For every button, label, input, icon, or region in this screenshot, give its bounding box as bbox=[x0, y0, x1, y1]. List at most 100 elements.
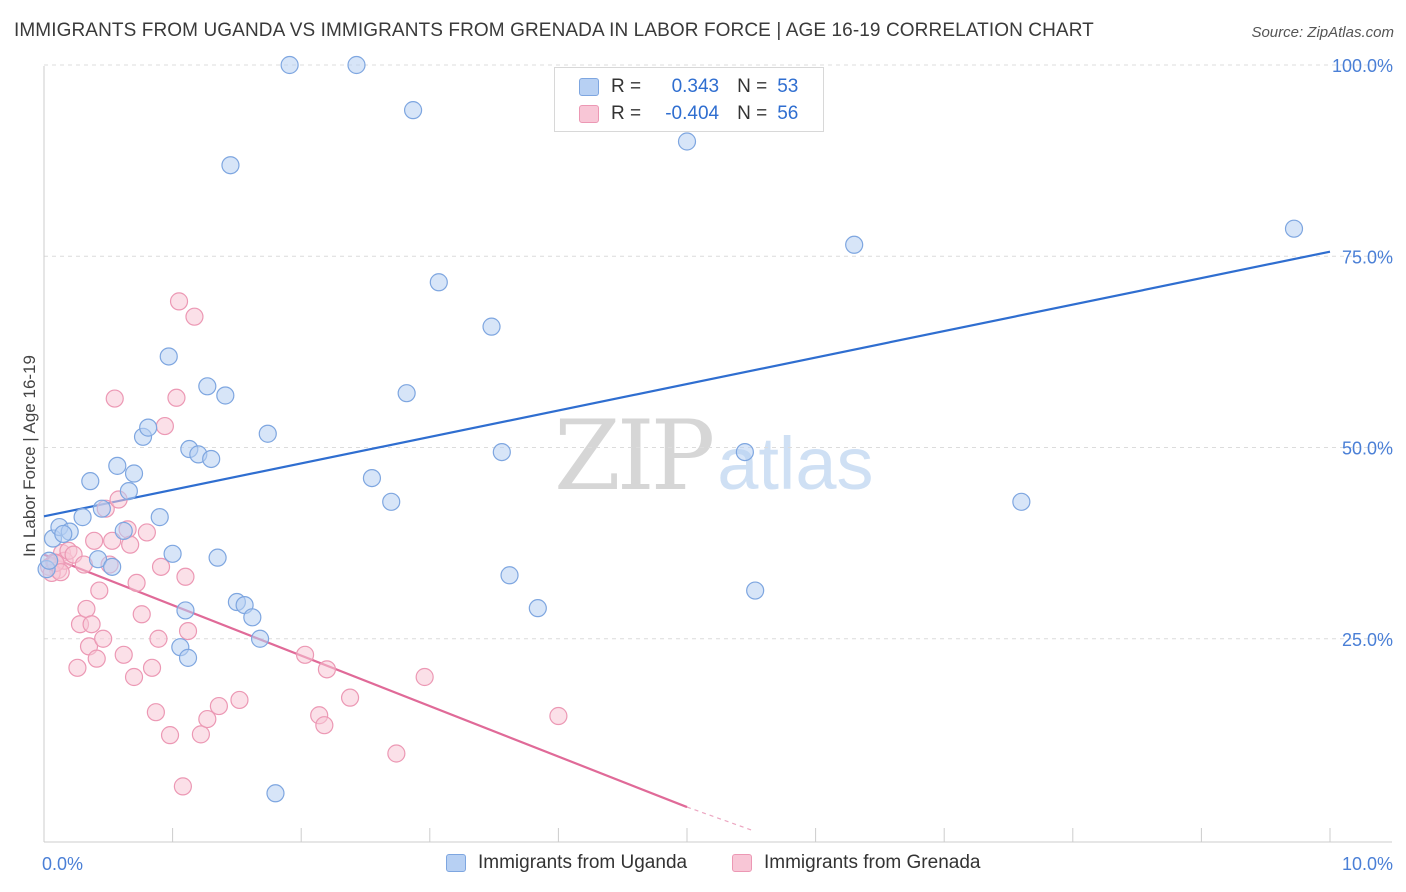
grenada-legend-icon bbox=[732, 854, 752, 872]
uganda-point bbox=[92, 499, 111, 518]
uganda-point bbox=[403, 101, 423, 120]
uganda-point bbox=[114, 521, 133, 540]
grenada-point bbox=[160, 726, 180, 745]
uganda-point bbox=[81, 472, 100, 491]
legend-n-label: N = bbox=[737, 76, 768, 97]
legend-label-grenada: Immigrants from Grenada bbox=[764, 852, 981, 873]
grenada-point bbox=[415, 667, 434, 687]
grenada-point bbox=[142, 658, 162, 677]
uganda-point bbox=[1012, 492, 1031, 511]
grenada-point bbox=[549, 706, 568, 726]
uganda-point bbox=[208, 548, 227, 567]
grenada-point bbox=[132, 605, 151, 624]
uganda-point bbox=[40, 551, 59, 570]
grenada-point bbox=[191, 725, 210, 744]
uganda-point bbox=[124, 464, 144, 483]
grenada-trend-extension bbox=[686, 806, 752, 831]
grenada-point bbox=[295, 645, 315, 664]
grenada-point bbox=[90, 581, 109, 600]
data-points bbox=[37, 55, 1304, 803]
grenada-point bbox=[340, 688, 360, 707]
grenada-n-value: 56 bbox=[777, 103, 799, 124]
grenada-r-value: -0.404 bbox=[665, 103, 720, 124]
uganda-point bbox=[250, 629, 270, 648]
legend-r-label: R = bbox=[611, 76, 642, 97]
grenada-point bbox=[82, 615, 101, 634]
uganda-point bbox=[198, 377, 217, 396]
uganda-point bbox=[103, 557, 122, 576]
grenada-point bbox=[103, 531, 122, 550]
x-tick-label: 0.0% bbox=[42, 854, 83, 874]
grenada-point bbox=[87, 649, 106, 668]
y-tick-label: 50.0% bbox=[1342, 439, 1393, 459]
uganda-r-value: 0.343 bbox=[671, 76, 720, 97]
grenada-point bbox=[146, 703, 165, 722]
legend-n-label: N = bbox=[737, 103, 768, 124]
uganda-point bbox=[735, 442, 754, 462]
stats-legend: R = 0.343 N = 53 R = -0.404 N = 56 bbox=[554, 67, 824, 132]
grenada-point bbox=[173, 777, 192, 796]
grenada-point bbox=[105, 389, 124, 408]
grenada-point bbox=[77, 599, 96, 619]
uganda-point bbox=[73, 508, 92, 527]
uganda-legend-icon bbox=[446, 854, 466, 872]
grenada-point bbox=[85, 531, 104, 550]
x-tick-label: 10.0% bbox=[1342, 854, 1393, 874]
legend-r-label: R = bbox=[611, 103, 642, 124]
uganda-point bbox=[500, 566, 519, 585]
uganda-n-value: 53 bbox=[777, 76, 799, 97]
source-label: Source: ZipAtlas.com bbox=[1251, 24, 1394, 41]
uganda-point bbox=[528, 599, 547, 618]
y-tick-label: 75.0% bbox=[1342, 247, 1393, 267]
grenada-point bbox=[151, 557, 171, 576]
uganda-point bbox=[1284, 219, 1304, 238]
uganda-point bbox=[362, 469, 382, 488]
uganda-point bbox=[119, 482, 138, 501]
uganda-point bbox=[266, 784, 285, 803]
grenada-point bbox=[137, 523, 156, 542]
chart-title: IMMIGRANTS FROM UGANDA VS IMMIGRANTS FRO… bbox=[14, 20, 1094, 41]
axes bbox=[43, 66, 1392, 843]
uganda-point bbox=[746, 581, 765, 600]
grenada-point bbox=[230, 690, 249, 710]
uganda-point bbox=[429, 273, 448, 292]
uganda-point bbox=[159, 347, 178, 366]
grenada-point bbox=[315, 716, 334, 735]
grenada-point bbox=[127, 573, 146, 593]
grenada-point bbox=[169, 292, 189, 311]
grenada-point bbox=[149, 629, 168, 648]
uganda-point bbox=[163, 544, 182, 563]
grenada-point bbox=[178, 621, 198, 641]
uganda-point bbox=[382, 492, 401, 511]
legend-label-uganda: Immigrants from Uganda bbox=[478, 852, 688, 873]
uganda-point bbox=[347, 55, 366, 75]
uganda-point bbox=[845, 235, 864, 254]
y-tick-label: 100.0% bbox=[1332, 56, 1393, 76]
uganda-point bbox=[108, 456, 127, 475]
grenada-trend-line bbox=[43, 553, 688, 809]
grenada-point bbox=[94, 629, 113, 648]
uganda-swatch-icon bbox=[579, 78, 599, 96]
grid-lines bbox=[44, 64, 1392, 640]
legend-item-grenada: Immigrants from Grenada bbox=[732, 852, 980, 874]
uganda-point bbox=[243, 608, 262, 627]
tick-labels: 25.0% 50.0% 75.0% 100.0% 0.0% 10.0% bbox=[42, 56, 1393, 874]
grenada-point bbox=[185, 307, 204, 326]
uganda-point bbox=[397, 384, 416, 403]
grenada-point bbox=[124, 667, 144, 687]
uganda-point bbox=[150, 508, 169, 527]
grenada-point bbox=[167, 388, 186, 407]
grenada-point bbox=[68, 658, 87, 677]
grenada-point bbox=[209, 696, 228, 716]
y-tick-label: 25.0% bbox=[1342, 630, 1393, 650]
uganda-trend-line bbox=[43, 250, 1331, 518]
uganda-point bbox=[176, 601, 195, 620]
uganda-point bbox=[178, 648, 198, 667]
trend-lines bbox=[43, 250, 1331, 831]
uganda-point bbox=[492, 442, 511, 462]
uganda-point bbox=[88, 550, 108, 569]
uganda-point bbox=[202, 449, 221, 469]
uganda-point bbox=[139, 418, 158, 437]
legend-row-uganda: R = 0.343 N = 53 bbox=[579, 75, 807, 99]
grenada-point bbox=[176, 567, 195, 586]
